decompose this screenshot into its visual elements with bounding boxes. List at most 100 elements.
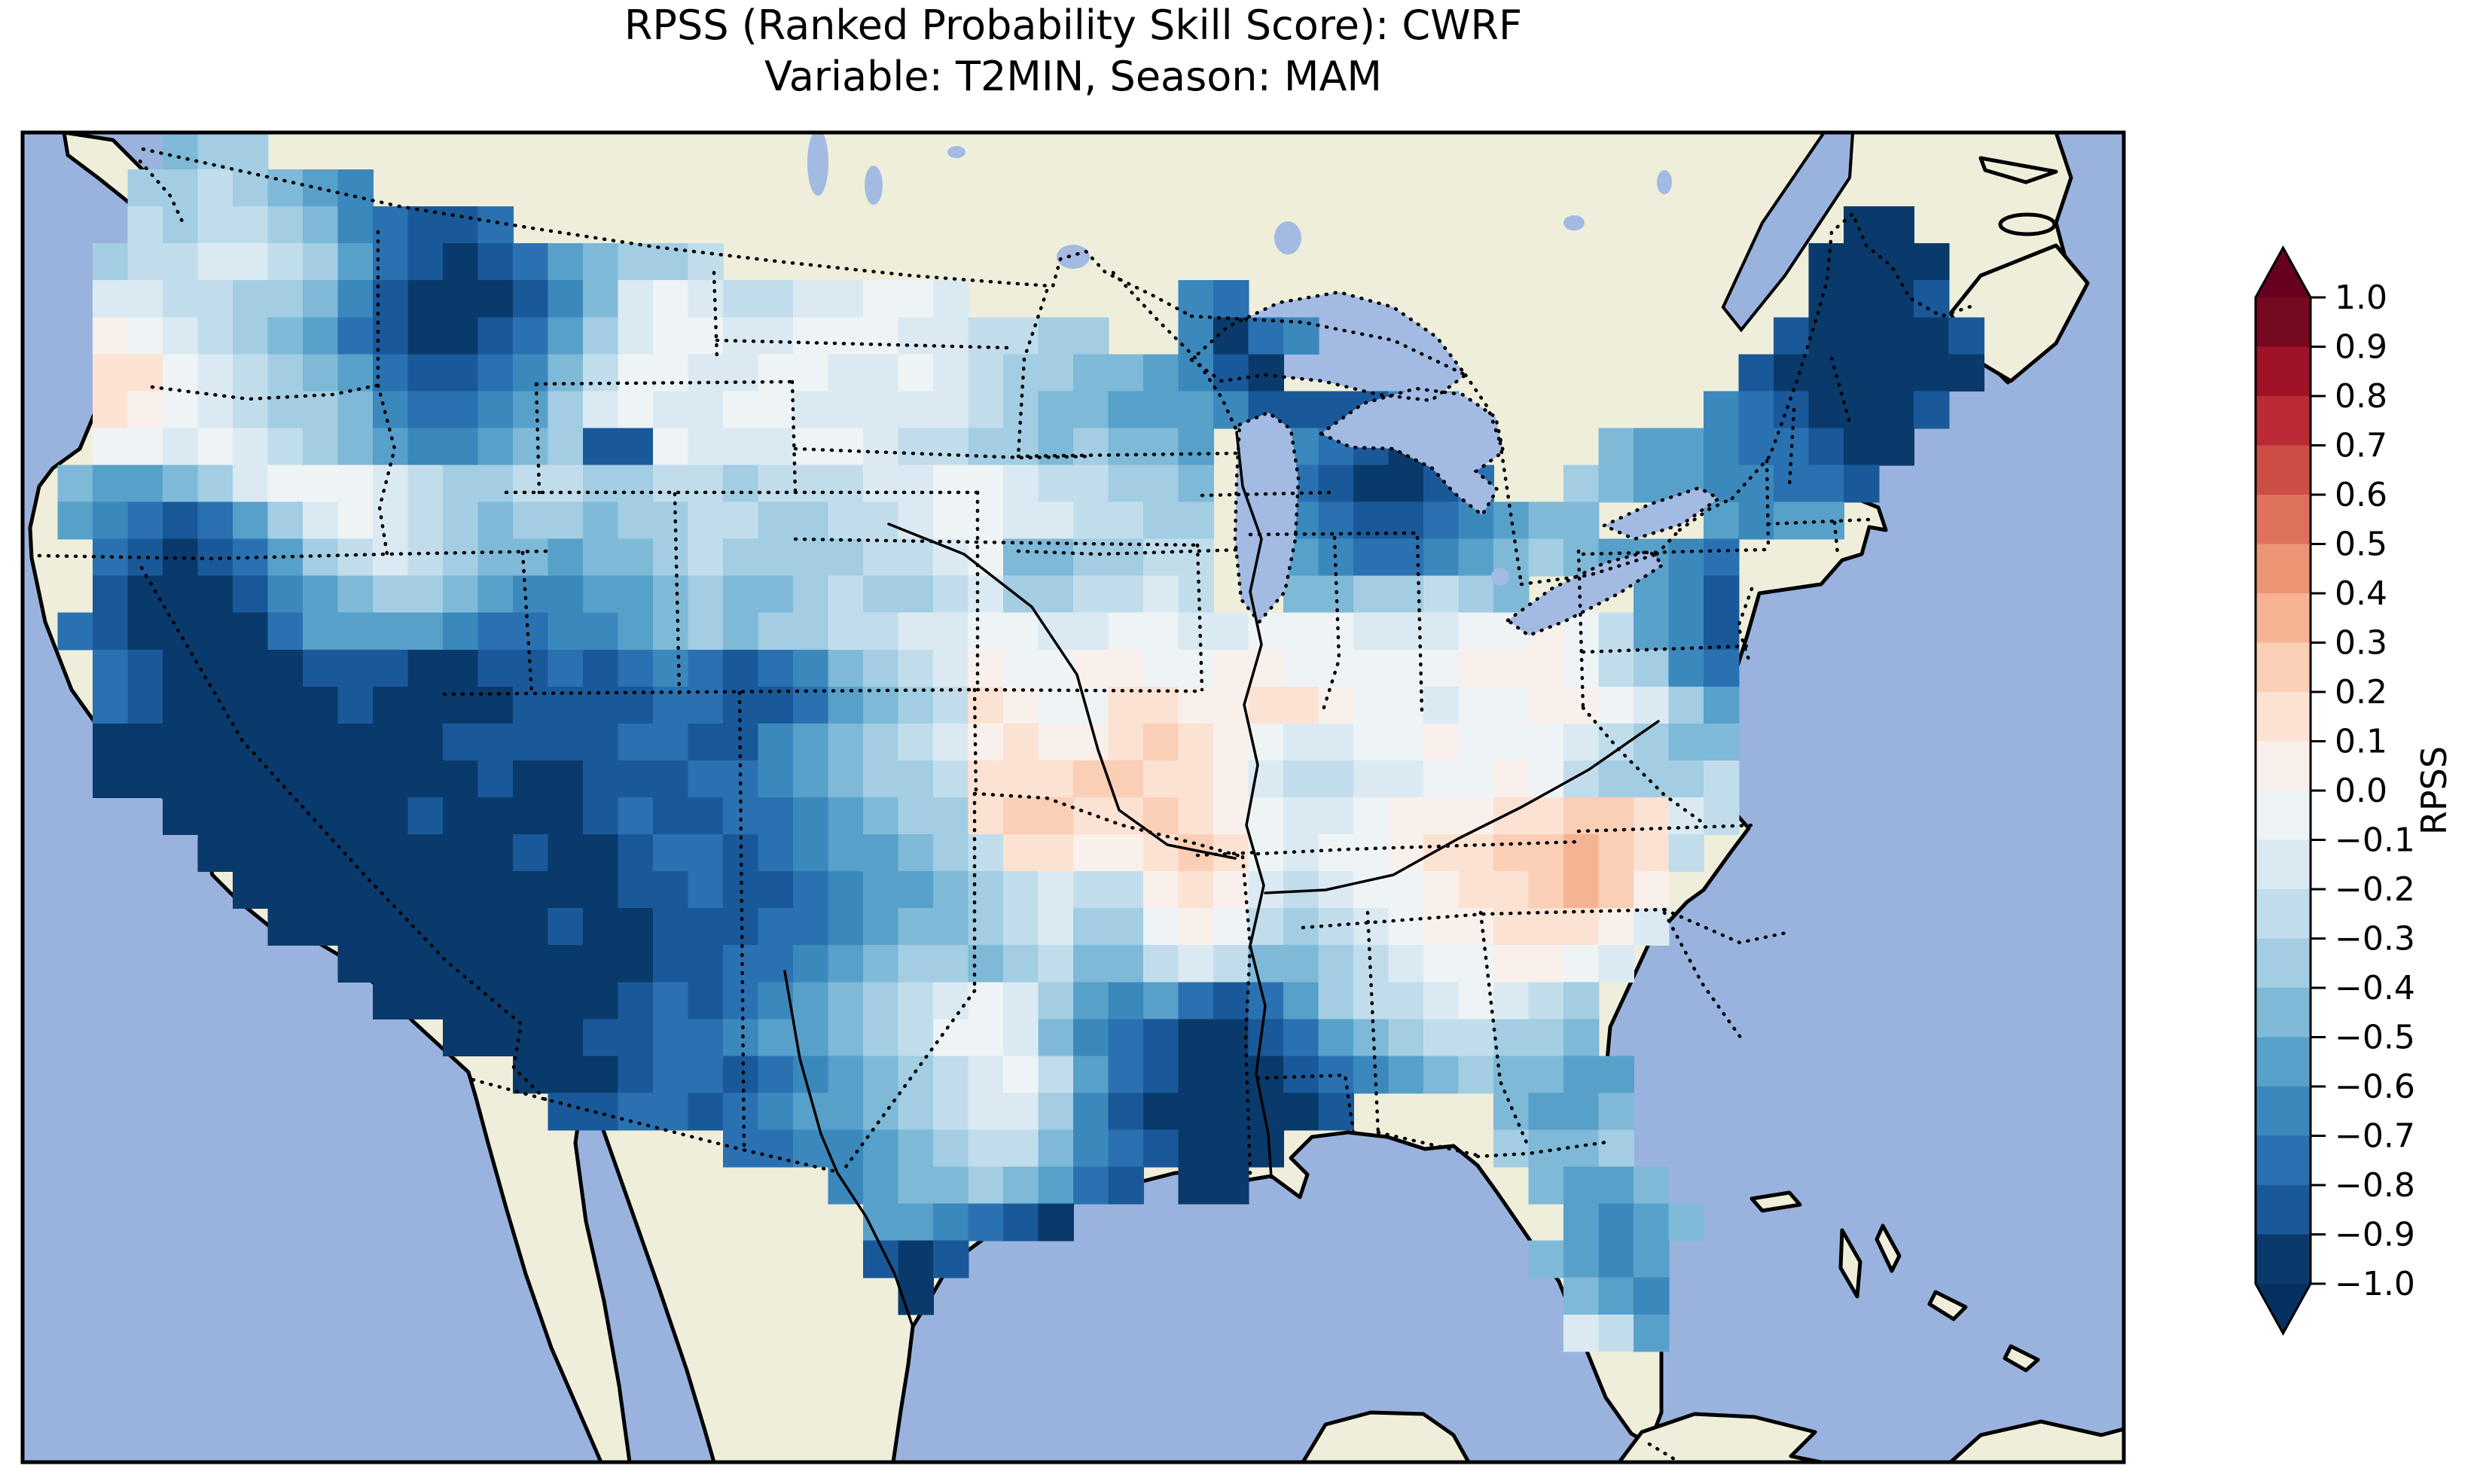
rpss-cell <box>1108 1056 1144 1094</box>
rpss-cell <box>1634 1203 1670 1242</box>
rpss-cell <box>653 1019 689 1057</box>
rpss-cell <box>933 723 969 761</box>
rpss-cell <box>1073 465 1109 503</box>
rpss-cell <box>723 649 759 687</box>
rpss-cell <box>863 280 899 318</box>
rpss-cell <box>1178 760 1214 798</box>
rpss-cell <box>688 501 724 540</box>
rpss-cell <box>513 575 549 614</box>
rpss-cell <box>1318 1092 1354 1131</box>
rpss-cell <box>163 612 199 651</box>
rpss-cell <box>1248 797 1284 835</box>
rpss-cell <box>688 649 724 687</box>
rpss-cell <box>688 760 724 798</box>
rpss-cell <box>303 686 339 724</box>
rpss-cell <box>1318 834 1354 872</box>
rpss-cell <box>1318 945 1354 983</box>
rpss-cell <box>197 575 233 614</box>
rpss-cell <box>548 908 584 946</box>
rpss-cell <box>337 686 374 724</box>
rpss-cell <box>863 760 899 798</box>
state-borders-east <box>1255 356 1872 1462</box>
rpss-cell <box>303 206 339 244</box>
colorbar-tick-label: 0.7 <box>2335 427 2387 465</box>
rpss-cell <box>1423 723 1460 761</box>
rpss-cell <box>373 575 409 614</box>
rpss-cell <box>583 612 619 651</box>
rpss-cell <box>197 428 233 466</box>
rpss-cell <box>443 834 479 872</box>
rpss-cell <box>1598 834 1634 872</box>
rpss-cell <box>443 317 479 355</box>
rpss-cell <box>197 649 233 687</box>
rpss-cell <box>373 612 409 651</box>
colorbar-tick-label: −0.8 <box>2335 1166 2415 1205</box>
rpss-cell <box>267 354 304 392</box>
rpss-cell <box>653 871 689 909</box>
rpss-cell <box>1493 686 1530 724</box>
rpss-cell <box>267 465 304 503</box>
rpss-cell <box>1878 391 1914 429</box>
rpss-cell <box>1073 317 1109 355</box>
rpss-cell <box>93 354 129 392</box>
rpss-cell <box>793 354 829 392</box>
rpss-cell <box>1178 354 1214 392</box>
rpss-cell <box>267 169 304 207</box>
rpss-cell <box>513 834 549 872</box>
rpss-cell <box>373 834 409 872</box>
rpss-cell <box>1143 686 1179 724</box>
rpss-cell <box>863 1056 899 1094</box>
rpss-cell <box>933 1019 969 1057</box>
rpss-cell <box>1458 871 1494 909</box>
rpss-cell <box>1844 317 1880 355</box>
rpss-cell <box>1878 280 1914 318</box>
rpss-cell <box>1003 1019 1039 1057</box>
rpss-cell <box>688 871 724 909</box>
rpss-cell <box>1528 1056 1564 1094</box>
rpss-cell <box>1914 354 1950 392</box>
rpss-cell <box>267 280 304 318</box>
rpss-cell <box>1598 760 1634 798</box>
rpss-cell <box>267 501 304 540</box>
rpss-cell <box>618 723 654 761</box>
rpss-cell <box>477 280 514 318</box>
rpss-cell <box>1073 834 1109 872</box>
rpss-cell <box>1073 1092 1109 1131</box>
colorbar-tick-label: −0.3 <box>2335 920 2415 958</box>
colorbar-segment <box>2256 1037 2311 1087</box>
rpss-cell <box>1248 317 1284 355</box>
rpss-cell <box>1668 1203 1704 1242</box>
rpss-cell <box>723 465 759 503</box>
rpss-cell <box>373 797 409 835</box>
colorbar-tick-label: 0.1 <box>2335 723 2387 761</box>
rpss-cell <box>933 1240 969 1278</box>
rpss-cell <box>1388 908 1424 946</box>
rpss-cell <box>1704 575 1740 614</box>
rpss-cell <box>548 760 584 798</box>
rpss-cell <box>583 1019 619 1057</box>
rpss-cell <box>1458 686 1494 724</box>
rpss-cell <box>407 649 444 687</box>
rpss-cell <box>513 797 549 835</box>
rpss-cell <box>1563 501 1600 540</box>
rpss-cell <box>373 649 409 687</box>
rpss-cell <box>1493 723 1530 761</box>
rpss-cell <box>1738 354 1774 392</box>
colorbar-segment <box>2256 346 2311 397</box>
rpss-cell <box>688 1019 724 1057</box>
rpss-cell <box>477 834 514 872</box>
rpss-cell <box>1003 1166 1039 1205</box>
rpss-cell <box>1283 612 1319 651</box>
rpss-cell <box>1634 612 1670 651</box>
rpss-cell <box>793 280 829 318</box>
rpss-cell <box>513 538 549 577</box>
rpss-cell <box>267 649 304 687</box>
rpss-cell <box>1563 1314 1600 1352</box>
rpss-cell <box>968 354 1004 392</box>
rpss-cell <box>1003 723 1039 761</box>
rpss-cell <box>197 797 233 835</box>
rpss-cell <box>197 834 233 872</box>
rpss-cell <box>758 1056 794 1094</box>
rpss-cell <box>303 354 339 392</box>
rpss-cell <box>548 465 584 503</box>
